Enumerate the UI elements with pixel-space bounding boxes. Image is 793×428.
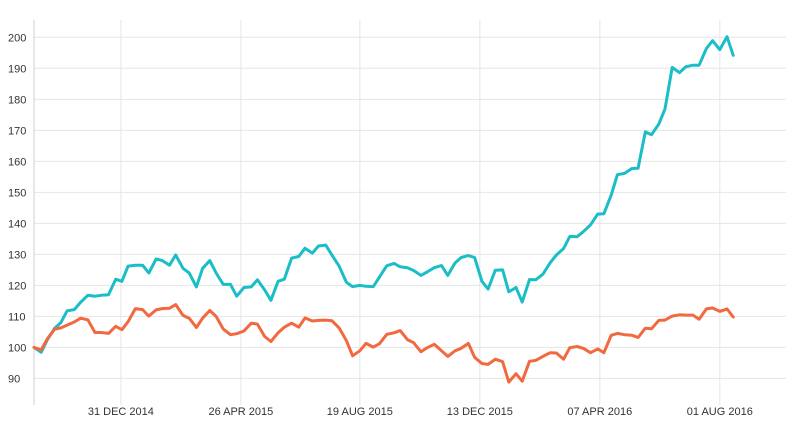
y-tick-label: 190 (8, 63, 26, 75)
x-axis: 31 DEC 2014 26 APR 2015 19 AUG 2015 13 DEC … (88, 406, 753, 418)
y-tick-label: 140 (8, 218, 26, 230)
y-tick-label: 170 (8, 125, 26, 137)
y-tick-label: 90 (8, 373, 20, 385)
x-tick-label: 07 APR 2016 (567, 406, 632, 418)
x-tick-label: 01 AUG 2016 (687, 406, 753, 418)
x-tick-label: 31 DEC 2014 (88, 406, 154, 418)
y-tick-label: 100 (8, 342, 26, 354)
horizontal-gridlines (34, 36, 786, 379)
y-tick-label: 130 (8, 249, 26, 261)
series-line-teal (32, 35, 735, 354)
series-lines (32, 35, 735, 384)
y-tick-label: 150 (8, 187, 26, 199)
y-tick-label: 160 (8, 156, 26, 168)
y-axis: 90 100 110 120 130 140 150 160 170 180 190 200 (8, 20, 35, 405)
y-tick-label: 180 (8, 94, 26, 106)
y-tick-label: 120 (8, 280, 26, 292)
x-tick-label: 13 DEC 2015 (447, 406, 513, 418)
x-tick-label: 19 AUG 2015 (327, 406, 393, 418)
series-line-orange (32, 303, 735, 384)
y-tick-label: 200 (8, 32, 26, 44)
y-tick-label: 110 (8, 311, 26, 323)
x-tick-label: 26 APR 2015 (208, 406, 273, 418)
